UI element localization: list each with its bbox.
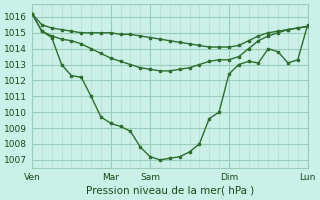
X-axis label: Pression niveau de la mer( hPa ): Pression niveau de la mer( hPa ) xyxy=(86,186,254,196)
